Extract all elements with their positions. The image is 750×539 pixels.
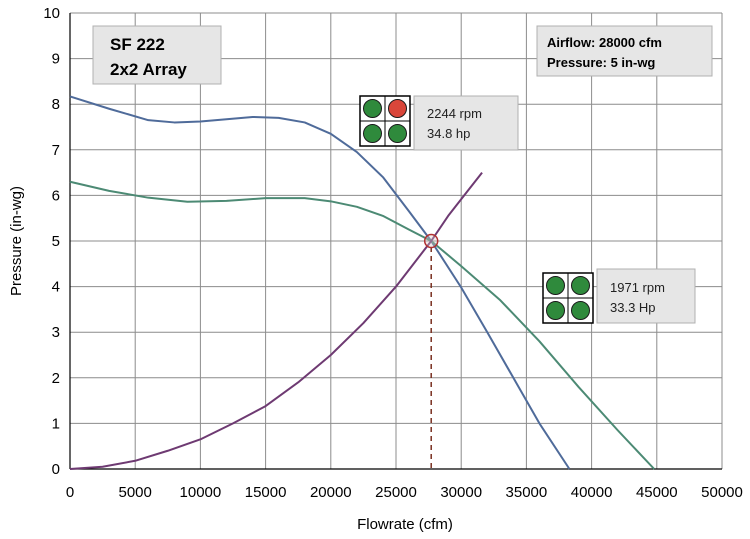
title-line-1: SF 222 bbox=[110, 35, 165, 54]
y-tick-label: 1 bbox=[52, 415, 60, 432]
series-line-3 bbox=[69, 171, 483, 470]
fan-status-dot bbox=[571, 301, 590, 320]
annotation-upper-bg bbox=[413, 95, 519, 151]
y-tick-label: 8 bbox=[52, 96, 60, 113]
y-tick-label: 0 bbox=[52, 461, 60, 478]
x-tick-label: 45000 bbox=[636, 484, 678, 501]
info-airflow: Airflow: 28000 cfm bbox=[547, 35, 662, 50]
y-tick-label: 2 bbox=[52, 370, 60, 387]
y-tick-label: 5 bbox=[52, 233, 60, 250]
x-tick-label: 15000 bbox=[245, 484, 287, 501]
fan-status-dot bbox=[363, 99, 382, 118]
y-tick-label: 10 bbox=[43, 5, 60, 22]
x-tick-label: 35000 bbox=[506, 484, 548, 501]
info-pressure: Pressure: 5 in-wg bbox=[547, 55, 655, 70]
y-tick-label: 6 bbox=[52, 187, 60, 204]
title-line-2: 2x2 Array bbox=[110, 60, 187, 79]
x-tick-label: 40000 bbox=[571, 484, 613, 501]
annotation-upper-hp: 34.8 hp bbox=[427, 126, 470, 141]
series-lines bbox=[69, 95, 655, 470]
x-tick-label: 50000 bbox=[701, 484, 743, 501]
y-tick-label: 9 bbox=[52, 51, 60, 68]
y-tick-label: 3 bbox=[52, 324, 60, 341]
x-tick-label: 30000 bbox=[440, 484, 482, 501]
fan-status-dot bbox=[388, 99, 407, 118]
info-box-bg bbox=[536, 25, 713, 77]
x-tick-label: 25000 bbox=[375, 484, 417, 501]
axes bbox=[69, 13, 722, 470]
x-tick-label: 5000 bbox=[119, 484, 152, 501]
x-tick-label: 10000 bbox=[180, 484, 222, 501]
fan-status-dot bbox=[363, 124, 382, 143]
x-axis-title: Flowrate (cfm) bbox=[357, 516, 453, 533]
annotation-lower-bg bbox=[596, 268, 696, 324]
operating-point-marker bbox=[423, 233, 439, 249]
x-tick-label: 0 bbox=[66, 484, 74, 501]
fan-status-dot bbox=[546, 301, 565, 320]
x-tick-labels: 0 5000 10000 15000 20000 25000 30000 35000 40000… bbox=[66, 484, 743, 501]
series-line-2 bbox=[69, 180, 655, 470]
title-box: SF 222 2x2 Array bbox=[92, 25, 222, 85]
fan-array-icon bbox=[542, 272, 594, 324]
annotation-lower: 1971 rpm 33.3 Hp bbox=[542, 268, 696, 324]
fan-status-dot bbox=[388, 124, 407, 143]
title-box-bg bbox=[92, 25, 222, 85]
info-box: Airflow: 28000 cfm Pressure: 5 in-wg bbox=[536, 25, 713, 77]
y-tick-label: 7 bbox=[52, 142, 60, 159]
y-tick-label: 4 bbox=[52, 279, 60, 296]
annotation-upper: 2244 rpm 34.8 hp bbox=[359, 95, 519, 151]
fan-status-dot bbox=[546, 276, 565, 295]
y-tick-labels: 0 1 2 3 4 5 6 7 8 9 10 bbox=[43, 5, 60, 478]
x-tick-label: 20000 bbox=[310, 484, 352, 501]
y-axis-title: Pressure (in-wg) bbox=[8, 186, 25, 296]
series-line-1 bbox=[69, 95, 571, 470]
annotation-lower-hp: 33.3 Hp bbox=[610, 300, 656, 315]
fan-array-icon bbox=[359, 95, 411, 147]
operating-point-group bbox=[423, 233, 439, 469]
annotation-lower-rpm: 1971 rpm bbox=[610, 280, 665, 295]
fan-status-dot bbox=[571, 276, 590, 295]
annotation-upper-rpm: 2244 rpm bbox=[427, 106, 482, 121]
